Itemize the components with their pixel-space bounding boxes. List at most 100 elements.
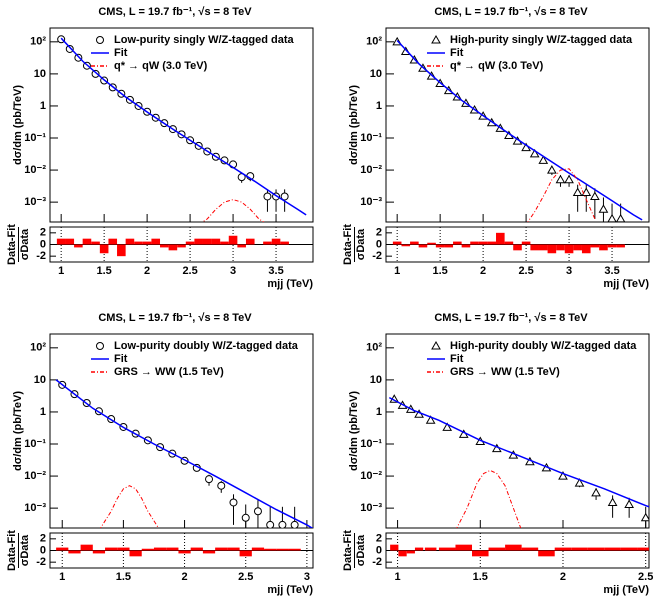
- data-point: [278, 520, 287, 528]
- x-tick-label: 2.5: [518, 265, 533, 277]
- ratio-bar: [202, 550, 216, 554]
- y-axis-label: dσ/dm (pb/TeV): [12, 85, 24, 165]
- data-point: [574, 478, 585, 487]
- legend-label: GRS → WW (1.5 TeV): [114, 366, 224, 378]
- ratio-bar: [211, 238, 221, 245]
- data-point: [263, 192, 272, 201]
- ratio-bar: [92, 550, 106, 554]
- ratio-bar: [245, 238, 255, 245]
- ratio-bar: [117, 244, 126, 257]
- y-tick-label: 10⁻¹: [24, 438, 46, 450]
- signal-curve: [527, 168, 596, 222]
- ratio-bar: [604, 547, 621, 551]
- ratio-bar: [406, 550, 415, 554]
- y-axis-label: dσ/dm (pb/TeV): [12, 391, 24, 471]
- x-tick-label: 2: [181, 571, 187, 583]
- data-point: [591, 487, 601, 497]
- y-tick-label: 10⁻³: [360, 196, 382, 208]
- ratio-bar: [125, 238, 135, 245]
- ratio-bar: [398, 550, 407, 557]
- ratio-bar: [99, 244, 109, 254]
- data-point: [65, 44, 74, 53]
- y-axis-label: dσ/dm (pb/TeV): [348, 85, 360, 165]
- ratio-bar: [271, 238, 281, 245]
- legend-label: Fit: [450, 47, 464, 59]
- ratio-y-tick-label: 2: [40, 533, 46, 545]
- x-axis-label: mjj (TeV): [267, 278, 313, 290]
- ratio-bar: [599, 244, 608, 251]
- x-tick-label: 1: [395, 571, 401, 583]
- ratio-bar: [461, 244, 471, 248]
- y-tick-label: 10⁻³: [360, 502, 382, 514]
- x-tick-label: 2: [480, 265, 486, 277]
- data-point: [598, 204, 609, 213]
- ratio-bar: [637, 547, 649, 551]
- ratio-bar: [215, 547, 228, 551]
- fit-curve: [60, 37, 307, 216]
- chart-title: CMS, L = 19.7 fb⁻¹, √s = 8 TeV: [434, 6, 588, 18]
- ratio-bar: [438, 547, 456, 551]
- ratio-bar: [401, 244, 411, 247]
- ratio-bar: [521, 547, 539, 551]
- ratio-bar: [444, 244, 454, 248]
- ratio-bar: [168, 244, 178, 251]
- y-tick-label: 10: [370, 374, 382, 386]
- ratio-bar: [74, 244, 83, 248]
- data-point: [607, 213, 617, 222]
- data-point: [280, 192, 289, 201]
- ratio-bar: [194, 238, 203, 245]
- ratio-bar: [472, 550, 489, 557]
- x-tick-label: 3: [566, 265, 572, 277]
- data-point: [217, 481, 226, 490]
- ratio-bar: [392, 241, 402, 245]
- ratio-area: [386, 544, 649, 557]
- ratio-y-tick-label: 0: [40, 544, 46, 556]
- panel: CMS, L = 19.7 fb⁻¹, √s = 8 TeV dσ/dm (pb/…: [6, 6, 314, 290]
- ratio-bar: [581, 244, 591, 254]
- ratio-bar: [487, 241, 497, 245]
- data-point: [253, 507, 262, 516]
- y-tick-label: 10⁻¹: [360, 132, 382, 144]
- x-tick-label: 2.5: [238, 571, 253, 583]
- panel: CMS, L = 19.7 fb⁻¹, √s = 8 TeV dσ/dm (pb/…: [342, 312, 653, 596]
- ratio-bar: [424, 547, 437, 551]
- plot-frame: [49, 27, 314, 223]
- ratio-bar: [418, 244, 428, 248]
- x-axis-label: mjj (TeV): [603, 584, 649, 596]
- ratio-bar: [228, 235, 238, 245]
- y-tick-label: 10⁻¹: [24, 132, 46, 144]
- x-tick-label: 1.5: [116, 571, 131, 583]
- data-point: [640, 512, 649, 522]
- y-tick-label: 10: [34, 374, 46, 386]
- plot-frame: [49, 333, 314, 529]
- ratio-bar: [590, 244, 600, 248]
- legend-label: High-purity singly W/Z-tagged data: [450, 34, 633, 46]
- data-point: [266, 520, 275, 528]
- x-tick-label: 2.5: [638, 571, 653, 583]
- x-tick-label: 3.5: [604, 265, 619, 277]
- data-point: [91, 69, 100, 78]
- ratio-bar: [68, 550, 81, 554]
- ratio-y-tick-label: -2: [36, 556, 46, 568]
- ratio-label-denominator: σData: [355, 228, 367, 260]
- x-axis-label: mjj (TeV): [603, 278, 649, 290]
- x-tick-label: 1.5: [473, 571, 488, 583]
- ratio-y-tick-label: 2: [40, 227, 46, 239]
- ratio-bar: [427, 242, 436, 245]
- ratio-bar: [141, 548, 154, 551]
- legend-label: Fit: [114, 353, 128, 365]
- data-point: [572, 187, 583, 196]
- ratio-bar: [554, 547, 572, 551]
- plot-area: [392, 36, 643, 222]
- legend-label: Low-purity singly W/Z-tagged data: [114, 34, 295, 46]
- y-tick-label: 10: [34, 68, 46, 80]
- x-tick-label: 2: [144, 265, 150, 277]
- legend-label: High-purity doubly W/Z-tagged data: [450, 340, 637, 352]
- x-tick-label: 3.5: [268, 265, 283, 277]
- legend-marker: [96, 342, 104, 350]
- chart-title: CMS, L = 19.7 fb⁻¹, √s = 8 TeV: [98, 6, 252, 18]
- ratio-bar: [547, 244, 557, 254]
- y-tick-label: 10²: [366, 342, 382, 354]
- ratio-bar: [571, 547, 588, 551]
